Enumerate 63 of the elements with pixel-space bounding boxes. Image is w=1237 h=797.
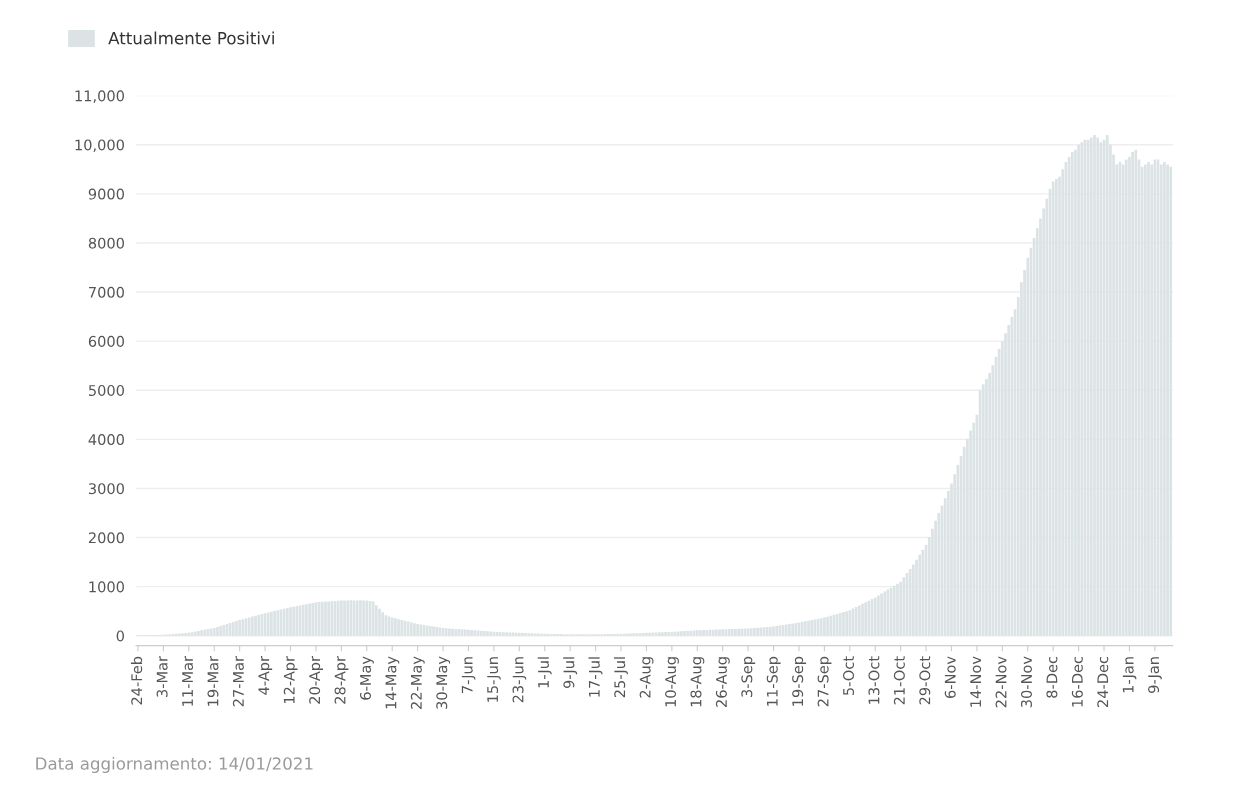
x-tick-label: 28-Apr: [334, 655, 349, 704]
x-tick-label: 23-Jun: [512, 657, 527, 703]
bar: [524, 633, 528, 636]
x-tick-label: 14-Nov: [970, 656, 982, 707]
x-tick-label: 9-Jul: [563, 657, 578, 689]
y-tick-label: 8000: [88, 237, 124, 249]
y-tick-label: 1000: [89, 581, 124, 593]
text: Data aggiornamento: 14/01/2021: [36, 756, 313, 774]
x-tick-label: 26-Aug: [715, 657, 730, 707]
y-tick-label: 6000: [88, 335, 124, 347]
y-tick-label: 11,000: [75, 90, 124, 103]
x-tick-label: 15-Jun: [487, 657, 501, 702]
legend-label: Attualmente Positivi: [108, 31, 274, 45]
x-tick-label: 1-Jul: [537, 657, 552, 688]
x-tick-label: 2-Aug: [639, 657, 654, 698]
x-tick-label: 7-Jun: [461, 657, 476, 693]
y-tick-label: 7000: [89, 286, 124, 298]
x-tick-label: 11-Mar: [182, 655, 194, 706]
x-tick-label: 24-Feb: [130, 656, 143, 705]
x-tick-label: 29-Oct: [919, 656, 931, 705]
x-tick-label: 20-Apr: [309, 655, 323, 704]
y-tick-label: 0: [116, 630, 124, 642]
x-tick-label: 30-Nov: [1020, 656, 1032, 708]
x-tick-label: 21-Oct: [893, 656, 905, 705]
x-tick-label: 27-Mar: [232, 655, 244, 707]
x-tick-label: 8-Dec: [1046, 656, 1058, 698]
x-tick-label: 19-Mar: [207, 655, 219, 706]
x-tick-label: 18-Aug: [690, 657, 705, 707]
x-tick-label: 10-Aug: [665, 657, 679, 707]
x-tick-label: 3-Sep: [741, 656, 756, 697]
y-tick-label: 10,000: [75, 139, 124, 152]
x-tick-label: 14-May: [385, 656, 400, 709]
x-tick-label: 4-Apr: [258, 655, 273, 695]
bar: [1169, 166, 1173, 636]
y-tick-label: 3000: [88, 483, 124, 495]
x-tick-label: 19-Sep: [792, 656, 807, 706]
x-tick-label: 16-Dec: [1071, 656, 1083, 707]
x-tick-label: 13-Oct: [868, 656, 880, 704]
x-tick-label: 27-Sep: [817, 656, 832, 707]
y-tick-label: 4000: [88, 434, 124, 446]
bar: [537, 633, 540, 636]
bar: [181, 633, 184, 636]
x-tick-label: 6-Nov: [944, 656, 956, 698]
y-tick-label: 5000: [88, 384, 124, 396]
x-tick-label: 22-Nov: [995, 656, 1007, 708]
x-tick-label: 30-May: [436, 656, 451, 709]
x-tick-label: 22-May: [410, 656, 425, 709]
y-tick-label: 2000: [88, 532, 124, 544]
x-tick-label: 5-Oct: [843, 656, 855, 696]
x-tick-label: 1-Jan: [1122, 657, 1137, 693]
bar: [629, 633, 632, 636]
x-tick-label: 11-Sep: [766, 656, 781, 706]
x-tick-label: 25-Jul: [613, 657, 628, 698]
x-tick-label: 3-Mar: [156, 655, 168, 697]
x-tick-label: 24-Dec: [1097, 656, 1109, 707]
x-tick-label: 9-Jan: [1148, 657, 1162, 693]
x-tick-label: 17-Jul: [588, 657, 603, 697]
bar: [626, 633, 629, 636]
bar: [540, 633, 543, 636]
bar: [184, 633, 187, 636]
x-tick-label: 6-May: [359, 656, 374, 700]
y-tick-label: 9000: [88, 188, 124, 200]
x-tick-label: 12-Apr: [283, 655, 298, 704]
